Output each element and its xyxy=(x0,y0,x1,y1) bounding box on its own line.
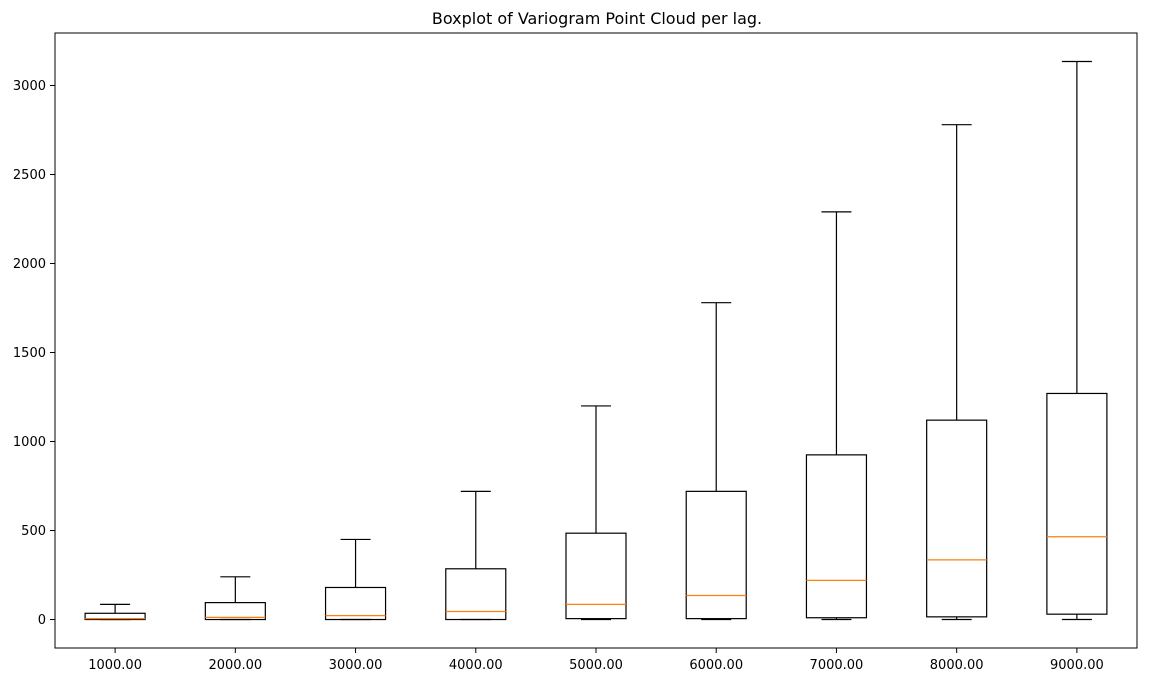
y-tick-label: 500 xyxy=(21,524,46,539)
x-tick-label: 9000.00 xyxy=(1050,658,1104,673)
x-tick-label: 4000.00 xyxy=(449,658,503,673)
plot-frame xyxy=(54,32,1138,649)
plot-area: 0 500 1000 1500 2000 2500 3000 1000.00 2000.00 30… xyxy=(13,60,1108,673)
x-tick-label: 8000.00 xyxy=(930,658,984,673)
box xyxy=(565,532,627,620)
box xyxy=(1046,392,1108,615)
x-tick-label: 7000.00 xyxy=(810,658,864,673)
y-tick-label: 0 xyxy=(38,613,46,628)
x-tick-label: 6000.00 xyxy=(689,658,743,673)
box xyxy=(445,568,507,621)
y-tick-label: 2500 xyxy=(13,168,46,183)
box xyxy=(204,602,266,621)
y-tick-label: 1000 xyxy=(13,435,46,450)
box xyxy=(324,586,387,621)
x-tick-label: 1000.00 xyxy=(88,658,142,673)
box xyxy=(685,490,747,620)
y-tick-label: 1500 xyxy=(13,346,46,361)
chart-title: Boxplot of Variogram Point Cloud per lag… xyxy=(432,9,762,28)
x-tick-label: 2000.00 xyxy=(208,658,262,673)
x-tick-label: 3000.00 xyxy=(329,658,383,673)
y-tick-label: 3000 xyxy=(13,79,46,94)
box xyxy=(84,612,146,621)
x-tick-label: 5000.00 xyxy=(569,658,623,673)
box xyxy=(805,454,868,619)
box xyxy=(926,419,988,618)
y-tick-label: 2000 xyxy=(13,257,46,272)
